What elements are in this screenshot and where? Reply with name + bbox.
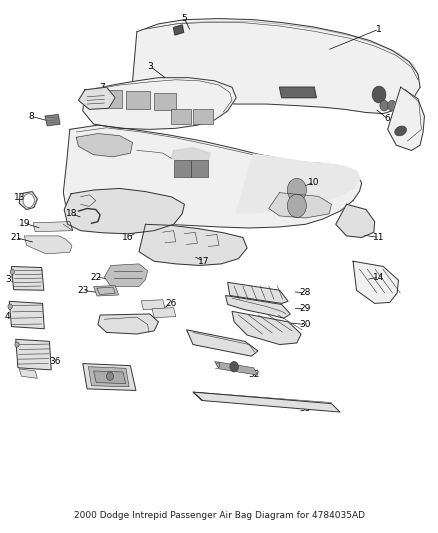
Polygon shape xyxy=(78,87,115,109)
Polygon shape xyxy=(232,311,301,344)
Polygon shape xyxy=(94,286,119,296)
Polygon shape xyxy=(187,330,258,356)
Polygon shape xyxy=(193,392,340,412)
Text: 16: 16 xyxy=(123,233,134,242)
Text: 18: 18 xyxy=(66,209,78,218)
Polygon shape xyxy=(226,295,290,318)
Polygon shape xyxy=(19,191,37,209)
Text: 5: 5 xyxy=(181,14,187,23)
Polygon shape xyxy=(152,308,176,318)
Polygon shape xyxy=(353,261,399,303)
Polygon shape xyxy=(336,204,374,238)
Text: 33: 33 xyxy=(300,405,311,414)
Text: 3: 3 xyxy=(147,62,153,70)
Bar xyxy=(126,91,150,109)
Bar xyxy=(98,90,122,108)
Circle shape xyxy=(287,194,306,217)
Polygon shape xyxy=(139,224,247,265)
Polygon shape xyxy=(88,367,129,387)
Text: 8: 8 xyxy=(28,112,34,120)
Polygon shape xyxy=(83,78,236,130)
Polygon shape xyxy=(11,266,44,290)
Polygon shape xyxy=(83,364,136,391)
Polygon shape xyxy=(228,282,288,303)
Polygon shape xyxy=(94,371,126,384)
Bar xyxy=(171,109,191,124)
Text: 17: 17 xyxy=(198,257,210,266)
Text: 36: 36 xyxy=(49,357,60,366)
Polygon shape xyxy=(388,87,424,150)
Text: 27: 27 xyxy=(114,322,125,332)
Polygon shape xyxy=(141,300,165,310)
Text: 35: 35 xyxy=(6,275,17,284)
Polygon shape xyxy=(45,115,60,126)
Text: 32: 32 xyxy=(248,370,259,379)
Polygon shape xyxy=(279,87,316,98)
Polygon shape xyxy=(171,148,210,164)
Circle shape xyxy=(8,304,12,309)
Polygon shape xyxy=(9,301,44,329)
Polygon shape xyxy=(215,361,258,375)
Polygon shape xyxy=(269,192,332,218)
Bar xyxy=(154,93,176,110)
Text: 30: 30 xyxy=(300,320,311,329)
Text: 11: 11 xyxy=(373,233,385,242)
Polygon shape xyxy=(64,189,184,234)
Circle shape xyxy=(23,193,34,207)
Circle shape xyxy=(15,342,19,347)
Polygon shape xyxy=(98,314,159,334)
Polygon shape xyxy=(16,340,51,370)
Circle shape xyxy=(106,372,113,381)
Text: 6: 6 xyxy=(385,114,391,123)
Polygon shape xyxy=(25,236,72,254)
Polygon shape xyxy=(19,369,37,378)
Circle shape xyxy=(287,179,306,201)
Circle shape xyxy=(230,361,238,372)
Polygon shape xyxy=(64,125,362,228)
Text: 22: 22 xyxy=(90,272,101,281)
Text: 2000 Dodge Intrepid Passenger Air Bag Diagram for 4784035AD: 2000 Dodge Intrepid Passenger Air Bag Di… xyxy=(74,511,364,520)
Text: 23: 23 xyxy=(77,286,88,295)
Circle shape xyxy=(10,269,14,274)
Text: 40: 40 xyxy=(5,312,16,321)
Ellipse shape xyxy=(395,126,406,136)
Text: 21: 21 xyxy=(10,233,21,242)
Polygon shape xyxy=(33,222,73,232)
Text: 28: 28 xyxy=(300,288,311,297)
Text: 26: 26 xyxy=(166,299,177,308)
Text: 19: 19 xyxy=(19,219,30,228)
Circle shape xyxy=(372,86,386,103)
Polygon shape xyxy=(104,264,148,287)
Text: 1: 1 xyxy=(376,25,382,34)
Polygon shape xyxy=(173,25,184,35)
Text: 7: 7 xyxy=(99,83,105,92)
Bar xyxy=(193,109,212,124)
Circle shape xyxy=(380,100,389,111)
Polygon shape xyxy=(236,154,360,213)
Text: 13: 13 xyxy=(14,193,26,203)
Text: 14: 14 xyxy=(373,272,385,281)
Circle shape xyxy=(388,100,396,111)
Bar xyxy=(173,160,191,177)
Bar xyxy=(191,160,208,177)
Polygon shape xyxy=(133,19,420,114)
Polygon shape xyxy=(76,134,133,157)
Text: 10: 10 xyxy=(308,177,320,187)
Text: 31: 31 xyxy=(192,338,203,348)
Text: 9: 9 xyxy=(190,167,196,176)
Polygon shape xyxy=(193,392,202,400)
Text: 37: 37 xyxy=(123,379,134,388)
Text: 29: 29 xyxy=(300,304,311,313)
